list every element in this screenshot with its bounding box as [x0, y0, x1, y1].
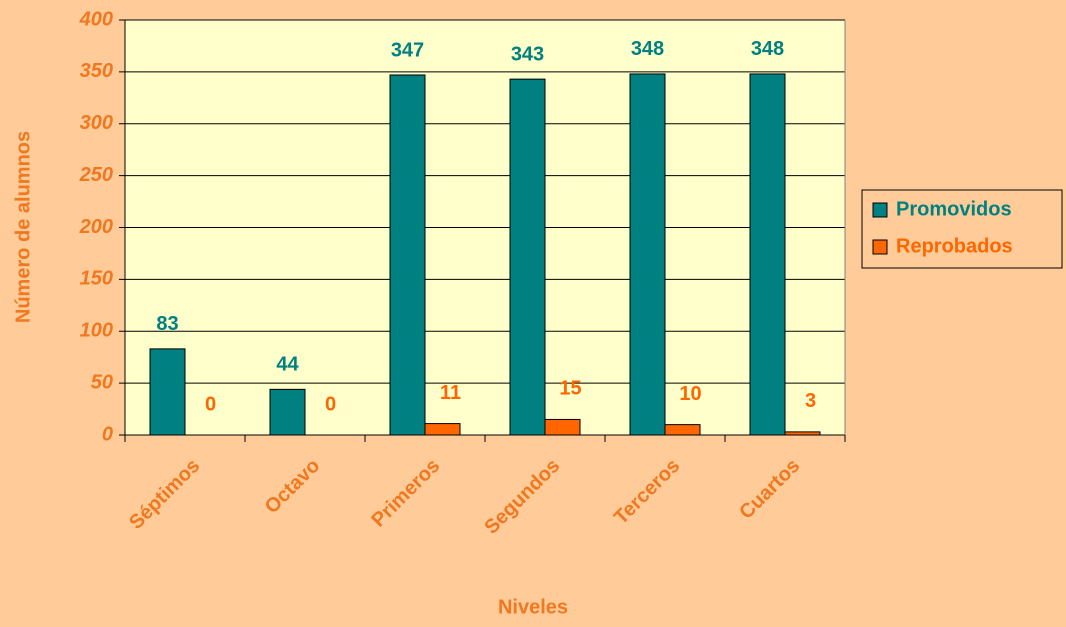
legend	[861, 189, 1063, 269]
bar	[149, 348, 186, 436]
x-tick-label: Séptimos	[125, 455, 204, 534]
data-label: 15	[559, 378, 581, 400]
bar	[629, 73, 666, 436]
legend-swatch	[872, 239, 888, 255]
bar	[509, 78, 546, 436]
x-tick-label: Primeros	[367, 455, 444, 532]
bar	[544, 418, 581, 436]
legend-swatch	[872, 202, 888, 218]
y-tick-label: 50	[91, 371, 113, 393]
y-tick-label: 200	[79, 216, 113, 238]
bar	[664, 424, 701, 436]
x-tick-label: Segundos	[480, 455, 564, 539]
legend-label: Reprobados	[896, 235, 1013, 257]
x-tick-label: Octavo	[261, 455, 325, 519]
data-label: 44	[276, 354, 299, 376]
x-axis-title: Niveles	[498, 596, 568, 618]
data-label: 348	[751, 38, 784, 60]
y-tick-label: 250	[79, 164, 113, 186]
bar	[389, 74, 426, 436]
data-label: 11	[440, 382, 461, 404]
data-label: 83	[156, 313, 178, 335]
data-label: 347	[391, 39, 424, 61]
data-label: 343	[511, 43, 544, 65]
y-tick-label: 100	[80, 320, 113, 342]
data-label: 0	[205, 393, 216, 415]
y-tick-label: 400	[79, 8, 113, 30]
bar	[424, 423, 461, 436]
y-axis-title: Número de alumnos	[12, 131, 34, 323]
y-tick-label: 0	[102, 423, 113, 445]
x-tick-label: Terceros	[610, 455, 684, 529]
bar	[269, 388, 306, 436]
data-label: 3	[805, 390, 816, 412]
data-label: 348	[631, 38, 664, 60]
legend-label: Promovidos	[896, 198, 1012, 220]
data-label: 0	[325, 393, 336, 415]
bar	[784, 431, 821, 436]
y-tick-label: 350	[80, 60, 113, 82]
bar	[749, 73, 786, 436]
data-label: 10	[679, 383, 701, 405]
y-tick-label: 300	[80, 112, 113, 134]
x-tick-label: Cuartos	[735, 455, 804, 524]
y-tick-label: 150	[80, 268, 113, 290]
